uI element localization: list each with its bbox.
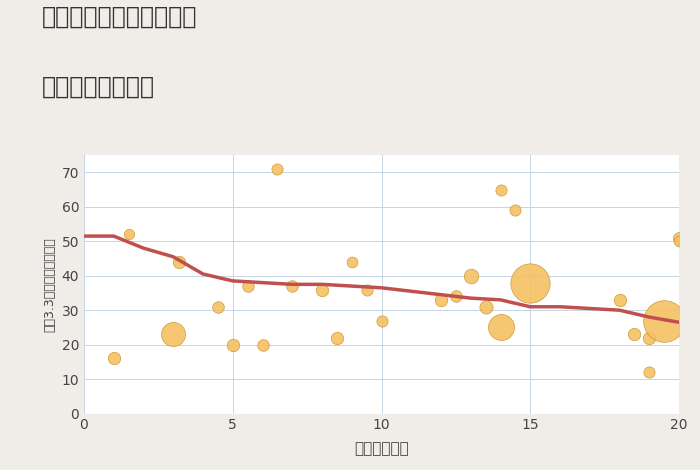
Point	[480, 303, 491, 311]
Point	[346, 258, 357, 266]
Point	[435, 296, 447, 304]
Y-axis label: 坪（3.3㎡）単価（万円）: 坪（3.3㎡）単価（万円）	[43, 237, 56, 332]
Point	[108, 355, 119, 362]
Point	[242, 282, 253, 290]
Point	[673, 234, 685, 242]
Point	[168, 330, 179, 338]
Point	[644, 368, 655, 376]
Text: 駅距離別土地価格: 駅距離別土地価格	[42, 75, 155, 99]
Point	[465, 272, 476, 280]
Point	[287, 282, 298, 290]
Text: 奈良県奈良市北永井町の: 奈良県奈良市北永井町の	[42, 5, 197, 29]
Point	[629, 330, 640, 338]
Point	[510, 206, 521, 214]
Point	[614, 296, 625, 304]
Point	[123, 231, 134, 238]
X-axis label: 駅距離（分）: 駅距離（分）	[354, 441, 409, 456]
Point	[644, 334, 655, 342]
Point	[673, 237, 685, 245]
Point	[376, 317, 387, 324]
Point	[212, 303, 223, 311]
Point	[227, 341, 238, 348]
Point	[495, 186, 506, 193]
Point	[272, 165, 283, 172]
Point	[525, 279, 536, 286]
Point	[174, 258, 185, 266]
Point	[257, 341, 268, 348]
Point	[495, 324, 506, 331]
Point	[659, 317, 670, 324]
Point	[331, 334, 342, 342]
Point	[316, 286, 328, 293]
Point	[361, 286, 372, 293]
Point	[450, 293, 461, 300]
